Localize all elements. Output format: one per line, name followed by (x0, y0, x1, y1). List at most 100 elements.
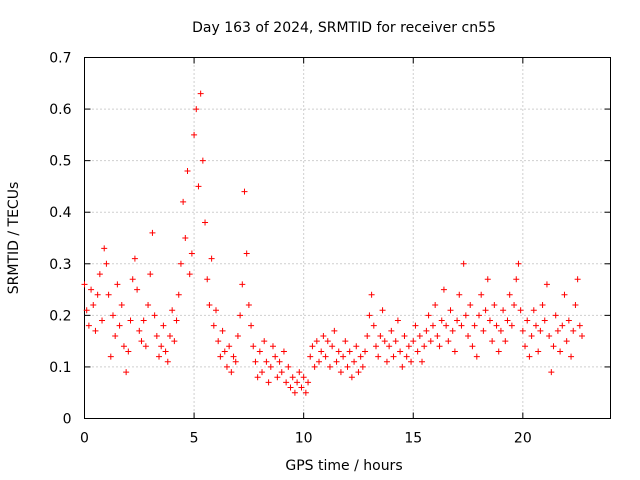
plot-frame (84, 57, 611, 419)
data-point (156, 353, 163, 360)
data-point (206, 302, 213, 309)
data-point (112, 332, 119, 339)
data-point (388, 327, 395, 334)
data-point (535, 348, 542, 355)
data-point (269, 343, 276, 350)
data-point (462, 312, 469, 319)
data-point (390, 353, 397, 360)
data-point (151, 312, 158, 319)
data-point (436, 343, 443, 350)
data-point (335, 348, 342, 355)
data-point (557, 348, 564, 355)
data-point (399, 363, 406, 370)
data-point (397, 348, 404, 355)
data-point (432, 302, 439, 309)
data-point (243, 250, 250, 257)
data-point (291, 389, 298, 396)
data-point (548, 369, 555, 376)
data-point (256, 348, 263, 355)
x-tick-label: 0 (80, 431, 89, 447)
data-point (228, 369, 235, 376)
data-point (517, 307, 524, 314)
data-point (175, 291, 182, 298)
data-point (353, 343, 360, 350)
y-tick-label: 0.1 (49, 360, 71, 376)
data-point (123, 369, 130, 376)
data-point (392, 338, 399, 345)
data-point (456, 291, 463, 298)
data-point (366, 312, 373, 319)
data-point (285, 363, 292, 370)
data-point (197, 90, 204, 97)
y-axis-label: SRMTID / TECUs (6, 182, 22, 295)
data-point (263, 358, 270, 365)
data-point (223, 363, 230, 370)
data-point (526, 353, 533, 360)
data-point (403, 353, 410, 360)
data-point (85, 322, 92, 329)
data-point (300, 374, 307, 381)
y-tick-label: 0.2 (49, 308, 71, 324)
data-point (532, 322, 539, 329)
data-point (346, 348, 353, 355)
y-tick-label: 0.7 (49, 51, 71, 67)
data-point (528, 332, 535, 339)
data-point (160, 322, 167, 329)
data-point (195, 183, 202, 190)
data-point (530, 307, 537, 314)
data-point (493, 322, 500, 329)
data-point (153, 332, 160, 339)
data-point (182, 235, 189, 241)
data-point (497, 327, 504, 334)
data-point (427, 338, 434, 345)
data-point (239, 281, 246, 288)
data-point (563, 338, 570, 345)
data-point (162, 348, 169, 355)
data-point (184, 167, 191, 174)
data-point (305, 379, 312, 386)
data-point (565, 317, 572, 324)
data-points (81, 90, 586, 396)
data-point (241, 188, 248, 195)
data-point (193, 106, 200, 113)
data-point (267, 363, 274, 370)
data-point (359, 363, 366, 370)
data-point (186, 271, 193, 278)
data-point (348, 374, 355, 381)
data-point (454, 317, 461, 324)
data-point (129, 276, 136, 283)
data-point (81, 281, 88, 288)
data-point (342, 338, 349, 345)
x-axis-label: GPS time / hours (285, 458, 402, 474)
data-point (294, 379, 301, 386)
data-point (340, 353, 347, 360)
data-point (486, 317, 493, 324)
data-point (550, 343, 557, 350)
data-point (215, 338, 222, 345)
data-point (274, 374, 281, 381)
data-point (96, 271, 103, 278)
data-point (131, 255, 138, 262)
data-point (232, 358, 239, 365)
data-point (316, 358, 323, 365)
data-point (458, 322, 465, 329)
data-point (500, 307, 507, 314)
data-point (199, 157, 206, 164)
data-point (416, 332, 423, 339)
data-point (116, 322, 123, 329)
data-point (408, 358, 415, 365)
data-point (204, 276, 211, 283)
data-point (460, 260, 467, 267)
data-point (309, 343, 316, 350)
data-point (552, 312, 559, 319)
data-point (180, 198, 187, 205)
data-point (118, 302, 125, 309)
data-point (226, 343, 233, 350)
data-point (272, 353, 279, 360)
x-tick-label: 20 (514, 431, 532, 447)
data-point (147, 271, 154, 278)
data-point (372, 343, 379, 350)
data-point (245, 302, 252, 309)
data-point (506, 291, 513, 298)
x-tick-label: 10 (295, 431, 313, 447)
